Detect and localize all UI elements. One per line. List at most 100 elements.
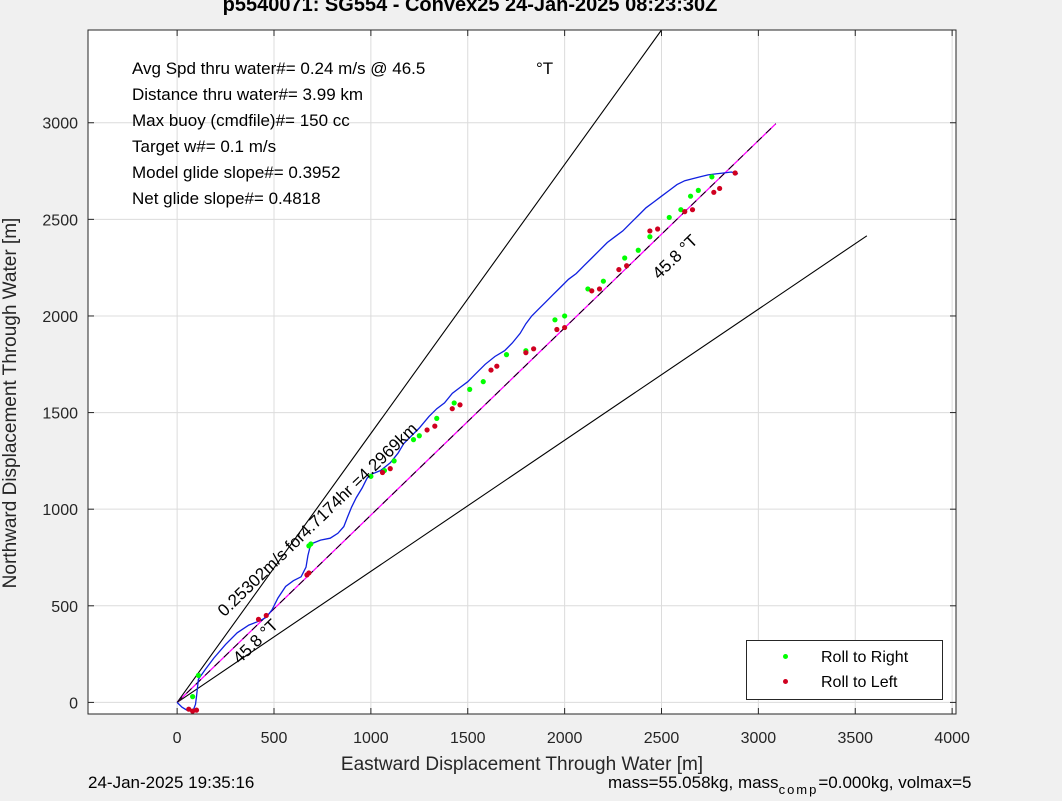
roll-left-point: [717, 185, 723, 192]
annotation-model-glide-slope: Model glide slope#= 0.3952: [132, 163, 341, 182]
roll-left-point: [449, 406, 455, 412]
roll-left-point: [655, 226, 661, 232]
y-tick-label: 1000: [42, 502, 78, 519]
legend-label-roll-left: Roll to Left: [821, 674, 898, 691]
roll-left-point: [589, 288, 595, 294]
footer-timestamp: 24-Jan-2025 19:35:16: [88, 773, 255, 792]
x-tick-label: 500: [261, 730, 288, 747]
reference-line-lower: [176, 235, 868, 703]
roll-right-point: [600, 278, 606, 284]
track-line: [176, 171, 739, 712]
x-tick-label: 2000: [547, 730, 583, 747]
legend-marker-roll-right: [783, 654, 788, 659]
roll-left-point: [186, 706, 192, 712]
legend-label-roll-right: Roll to Right: [821, 649, 909, 666]
reference-line-upper: [176, 29, 662, 703]
y-tick-label: 2000: [42, 309, 78, 326]
annotation-avg-speed: Avg Spd thru water#= 0.24 m/s @ 46.5: [132, 59, 426, 78]
roll-left-point: [562, 324, 568, 331]
annotation-avg-speed-unit: °T: [536, 59, 554, 78]
roll-left-point: [689, 207, 696, 213]
roll-right-point: [195, 672, 202, 678]
roll-left-point: [531, 346, 537, 352]
y-tick-label: 3000: [42, 116, 78, 133]
roll-right-point: [585, 286, 591, 292]
roll-left-point: [424, 427, 430, 433]
x-tick-label: 3000: [741, 730, 777, 747]
annotation-net-glide-slope: Net glide slope#= 0.4818: [132, 189, 321, 208]
roll-left-point: [554, 326, 560, 333]
grid: [88, 30, 956, 714]
roll-right-point: [480, 379, 486, 385]
x-axis-label: Eastward Displacement Through Water [m]: [340, 754, 704, 775]
roll-right-point: [434, 415, 440, 421]
roll-left-point: [379, 469, 386, 476]
annotation-max-buoy: Max buoy (cmdfile)#= 150 cc: [132, 111, 350, 130]
x-tick-label: 0: [173, 730, 182, 747]
roll-right-point: [562, 313, 568, 319]
y-tick-label: 2500: [42, 212, 78, 229]
y-tick-label: 1500: [42, 406, 78, 423]
legend-item-roll-left: Roll to Left: [747, 671, 942, 695]
roll-left-point: [488, 367, 494, 373]
legend-item-roll-right: Roll to Right: [747, 646, 942, 670]
roll-right-point: [410, 437, 417, 443]
roll-right-point: [308, 541, 314, 547]
footer-mass-subscript: comp: [778, 782, 819, 797]
roll-right-point: [709, 174, 715, 180]
legend-marker-roll-left: [783, 679, 788, 684]
chart-title: p5540071: SG554 - Convex25 24-Jan-2025 0…: [222, 0, 718, 16]
roll-left-point: [193, 707, 200, 713]
roll-left-point: [711, 189, 717, 195]
roll-left-point: [596, 286, 603, 292]
x-tick-label: 3500: [837, 730, 873, 747]
x-tick-label: 1000: [353, 730, 389, 747]
roll-right-point: [368, 473, 374, 479]
roll-right-point: [190, 694, 196, 700]
roll-right-point: [678, 207, 684, 213]
roll-left-point: [255, 616, 262, 622]
legend: Roll to Right Roll to Left: [746, 640, 943, 700]
annotation-distance: Distance thru water#= 3.99 km: [132, 85, 364, 104]
x-tick-label: 2500: [644, 730, 680, 747]
roll-left-point: [457, 402, 463, 408]
footer-mass-info: mass=55.058kg, masscomp=0.000kg, volmax=…: [608, 773, 972, 797]
roll-left-point: [624, 263, 630, 269]
roll-right-point: [695, 187, 701, 193]
roll-left-point: [682, 209, 688, 215]
roll-right-point: [666, 214, 672, 221]
reference-line-heading-dashed: [176, 123, 777, 703]
footer-mass-text: mass=55.058kg, mass: [608, 773, 779, 792]
x-tick-label: 1500: [450, 730, 486, 747]
roll-left-point: [306, 570, 312, 576]
roll-left-point: [263, 612, 269, 619]
roll-right-point: [552, 317, 558, 323]
roll-right-point: [467, 386, 473, 392]
roll-right-point: [503, 352, 510, 358]
roll-right-point: [687, 193, 694, 199]
reference-lines: [176, 29, 868, 703]
axis-ticks: 0 500 1000 1500 2000 2500 3000 3500 4000 0 500 1000…: [42, 30, 970, 747]
y-axis-label: Northward Displacement Through Water [m]: [0, 217, 21, 589]
plot-area: [88, 30, 956, 714]
roll-right-point: [391, 458, 397, 464]
roll-left-point: [523, 350, 529, 356]
annotation-target-w: Target w#= 0.1 m/s: [132, 137, 277, 156]
roll-left-point: [647, 228, 653, 234]
roll-right-point: [647, 234, 653, 240]
y-tick-label: 0: [69, 695, 78, 712]
roll-left-point: [387, 466, 393, 472]
roll-right-point: [416, 433, 422, 439]
roll-right-point: [451, 400, 457, 406]
x-tick-label: 4000: [934, 730, 970, 747]
roll-right-point: [622, 255, 628, 261]
roll-left-point: [432, 423, 438, 429]
roll-right-point: [635, 247, 641, 253]
y-tick-label: 500: [51, 599, 78, 616]
roll-left-point: [616, 266, 622, 273]
roll-left-point: [494, 363, 500, 369]
plot-border: [87, 29, 957, 715]
roll-left-point: [732, 170, 738, 176]
footer-mass-tail: =0.000kg, volmax=5: [818, 773, 972, 792]
